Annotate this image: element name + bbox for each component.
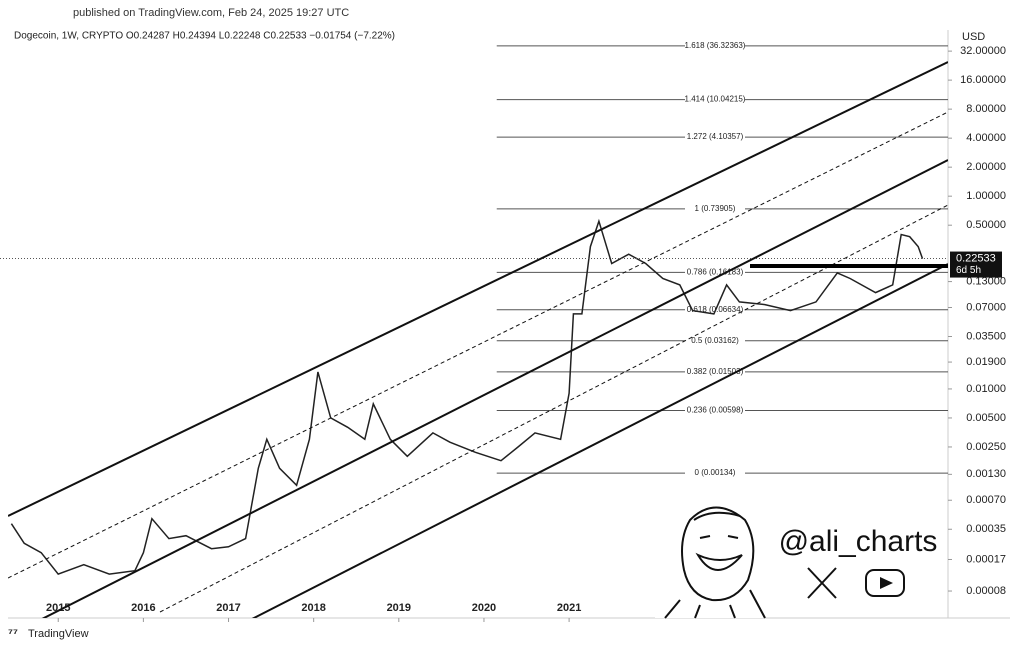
logo-mark: ⁷⁷ [8, 626, 18, 640]
fib-label-bg [685, 467, 745, 480]
y-tick-label: 0.03500 [966, 330, 1006, 342]
y-tick-label: 16.00000 [960, 74, 1006, 86]
price-tag-value: 0.22533 [956, 252, 996, 264]
y-tick-label: 8.00000 [966, 103, 1006, 115]
fib-label: 0.236 (0.00598) [687, 406, 744, 415]
channel-line [8, 111, 948, 579]
currency-box [950, 28, 1006, 46]
branding: TradingView [28, 628, 89, 640]
channel-line [8, 61, 948, 517]
fib-label: 1 (0.73905) [695, 204, 736, 213]
channel-line [159, 204, 948, 613]
y-tick-label: 0.50000 [966, 219, 1006, 231]
price-line [10, 218, 924, 575]
fib-label-bg [685, 202, 745, 215]
x-tick-label: 2016 [131, 602, 155, 614]
fib-label: 1.618 (36.32363) [685, 41, 746, 50]
channel-line [41, 159, 948, 618]
fib-label-bg [685, 131, 745, 144]
y-tick-label: 0.00500 [966, 412, 1006, 424]
fib-label: 1.272 (4.10357) [687, 132, 744, 141]
watermark: @ali_charts [779, 525, 938, 558]
fib-label: 0.786 (0.16183) [687, 268, 744, 277]
x-tick-label: 2017 [216, 602, 240, 614]
social-icons [807, 567, 905, 599]
x-tick-label: 2015 [46, 602, 70, 614]
fib-label-bg [685, 93, 745, 106]
fib-label-bg [685, 404, 745, 417]
fib-label-bg [685, 334, 745, 347]
logo: ⁷⁷ TradingView [8, 626, 89, 640]
price-tag-bg [950, 251, 1002, 278]
published-note: published on TradingView.com, Feb 24, 20… [73, 7, 349, 19]
y-tick-label: 2.00000 [966, 161, 1006, 173]
y-tick-label: 0.00130 [966, 468, 1006, 480]
y-tick-label: 1.00000 [966, 190, 1006, 202]
x-tick-label: 2019 [387, 602, 411, 614]
y-tick-label: 0.13000 [966, 275, 1006, 287]
y-tick-label: 0.00250 [966, 441, 1006, 453]
y-tick-label: 0.00035 [966, 523, 1006, 535]
avatar [655, 505, 766, 619]
x-tick-label: 2018 [301, 602, 325, 614]
y-tick-label: 0.00008 [966, 585, 1006, 597]
y-tick-label: 0.07000 [966, 301, 1006, 313]
y-tick-label: 32.00000 [960, 45, 1006, 57]
y-tick-label: 0.00070 [966, 494, 1006, 506]
channel-line [251, 263, 948, 618]
x-tick-label: 2020 [472, 602, 496, 614]
x-tick-label: 2021 [557, 602, 581, 614]
x-icon [807, 567, 837, 599]
y-tick-label: 0.01900 [966, 356, 1006, 368]
y-tick-label: 0.01000 [966, 383, 1006, 395]
fib-label: 0.382 (0.01503) [687, 367, 744, 376]
fib-label: 0.5 (0.03162) [691, 336, 739, 345]
fib-label: 0 (0.00134) [695, 468, 736, 477]
channel [8, 61, 948, 618]
fib-label: 1.414 (10.04215) [685, 95, 746, 104]
chart-title: Dogecoin, 1W, CRYPTO O0.24287 H0.24394 L… [14, 31, 395, 42]
price-tag-countdown: 6d 5h [956, 265, 981, 276]
fib-label-bg [685, 39, 745, 52]
y-tick-label: 0.00017 [966, 553, 1006, 565]
youtube-icon [865, 569, 905, 597]
y-tick-label: 4.00000 [966, 132, 1006, 144]
currency: USD [962, 31, 985, 43]
